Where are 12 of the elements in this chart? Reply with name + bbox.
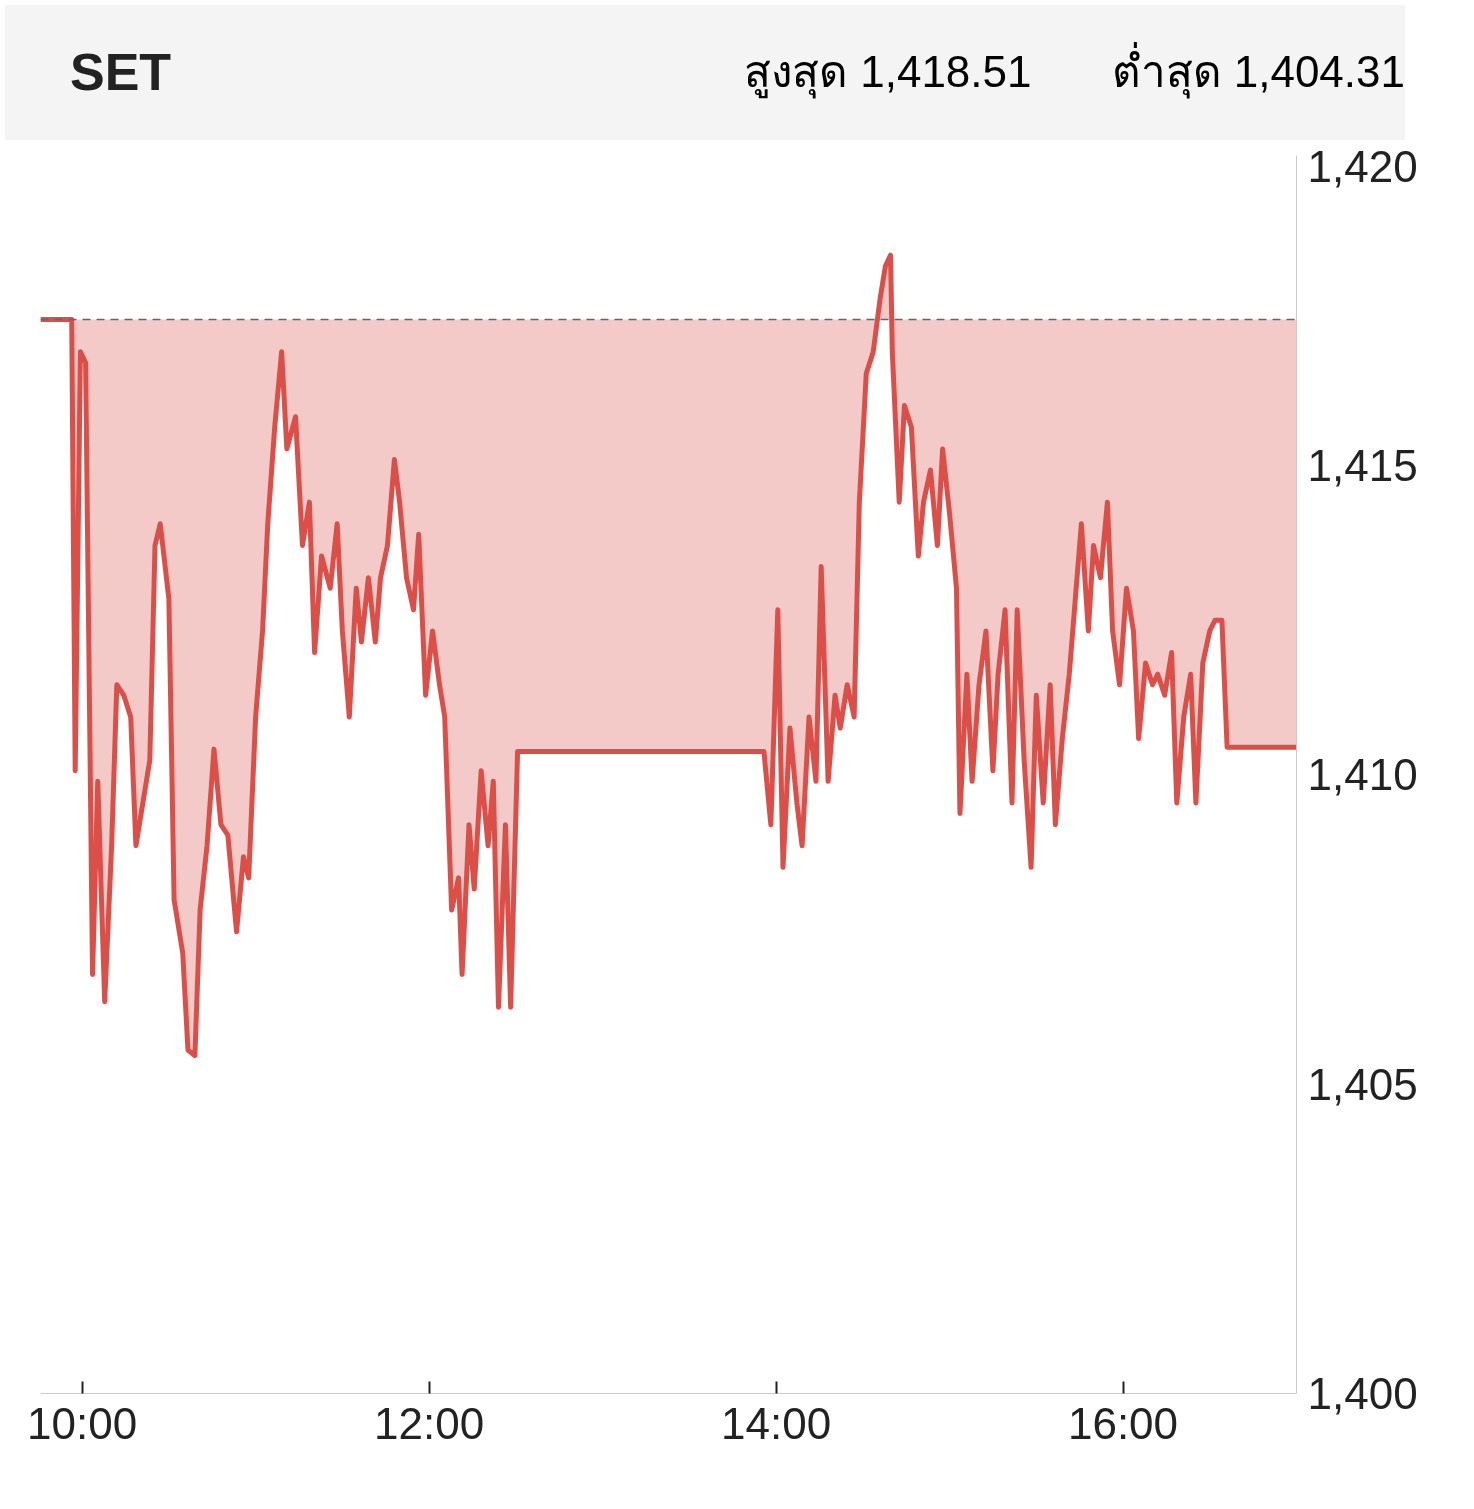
y-tick-label: 1,400 <box>1307 1369 1418 1418</box>
y-tick-label: 1,405 <box>1307 1059 1418 1109</box>
x-tick-label: 16:00 <box>1067 1398 1179 1448</box>
x-tick-label: 14:00 <box>721 1398 832 1448</box>
y-tick-label: 1,420 <box>1307 141 1418 191</box>
x-tick-label: 12:00 <box>374 1398 485 1448</box>
y-tick-label: 1,415 <box>1307 440 1418 490</box>
y-tick-label: 1,410 <box>1307 750 1418 799</box>
x-tick-label: 10:00 <box>27 1398 138 1448</box>
chart-title: SET <box>70 42 173 104</box>
text: ต่ำสุด 1,404.31 <box>1111 41 1405 101</box>
text: สูงสุด 1,418.51 <box>744 46 1032 101</box>
